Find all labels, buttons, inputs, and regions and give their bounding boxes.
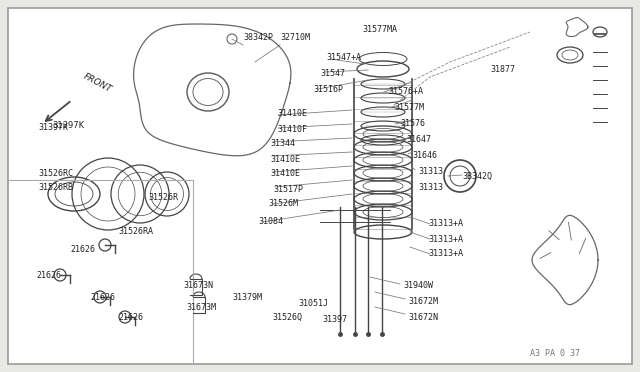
Text: 31547+A: 31547+A — [326, 54, 361, 62]
Text: 31410F: 31410F — [277, 125, 307, 134]
Text: 31084: 31084 — [258, 218, 283, 227]
Text: 31410E: 31410E — [270, 154, 300, 164]
Text: 31526M: 31526M — [268, 199, 298, 208]
Text: 31673N: 31673N — [183, 282, 213, 291]
FancyBboxPatch shape — [8, 8, 632, 364]
Text: 31577M: 31577M — [394, 103, 424, 112]
Text: 31313+A: 31313+A — [428, 219, 463, 228]
Text: A3 PA 0 37: A3 PA 0 37 — [530, 349, 580, 358]
Text: 3I5I6P: 3I5I6P — [313, 84, 343, 93]
Text: 31526RB: 31526RB — [38, 183, 73, 192]
Text: 21626: 21626 — [118, 312, 143, 321]
Text: 3B342Q: 3B342Q — [462, 171, 492, 180]
Text: 31397: 31397 — [322, 315, 347, 324]
Text: 31576: 31576 — [400, 119, 425, 128]
Text: 31647: 31647 — [406, 135, 431, 144]
Text: 31344: 31344 — [270, 140, 295, 148]
Text: 31313: 31313 — [418, 183, 443, 192]
Text: 21626: 21626 — [90, 292, 115, 301]
Text: 31940W: 31940W — [403, 282, 433, 291]
Text: 21626: 21626 — [70, 244, 95, 253]
Text: 31397K: 31397K — [52, 121, 84, 129]
Text: 31576+A: 31576+A — [388, 87, 423, 96]
Text: 31526R: 31526R — [148, 193, 178, 202]
Text: 32710M: 32710M — [280, 32, 310, 42]
Text: 31673M: 31673M — [186, 304, 216, 312]
Text: 21626: 21626 — [36, 270, 61, 279]
Text: 31646: 31646 — [412, 151, 437, 160]
Text: 31526RC: 31526RC — [38, 170, 73, 179]
Text: FRONT: FRONT — [82, 72, 113, 94]
Text: 31877: 31877 — [490, 64, 515, 74]
Text: 31410E: 31410E — [277, 109, 307, 119]
Text: 31517P: 31517P — [273, 185, 303, 193]
Text: 31672N: 31672N — [408, 314, 438, 323]
Text: 31313+A: 31313+A — [428, 234, 463, 244]
Text: 31526Q: 31526Q — [272, 312, 302, 321]
Text: 31051J: 31051J — [298, 299, 328, 308]
Text: 31577MA: 31577MA — [362, 26, 397, 35]
Text: 31526RA: 31526RA — [118, 228, 153, 237]
Text: 31313: 31313 — [418, 167, 443, 176]
Text: 31672M: 31672M — [408, 298, 438, 307]
Text: 31547: 31547 — [320, 68, 345, 77]
Text: 31313+A: 31313+A — [428, 250, 463, 259]
Text: 38342P: 38342P — [243, 32, 273, 42]
Text: 31397K: 31397K — [38, 124, 68, 132]
Text: 31410E: 31410E — [270, 170, 300, 179]
Text: 31379M: 31379M — [232, 294, 262, 302]
